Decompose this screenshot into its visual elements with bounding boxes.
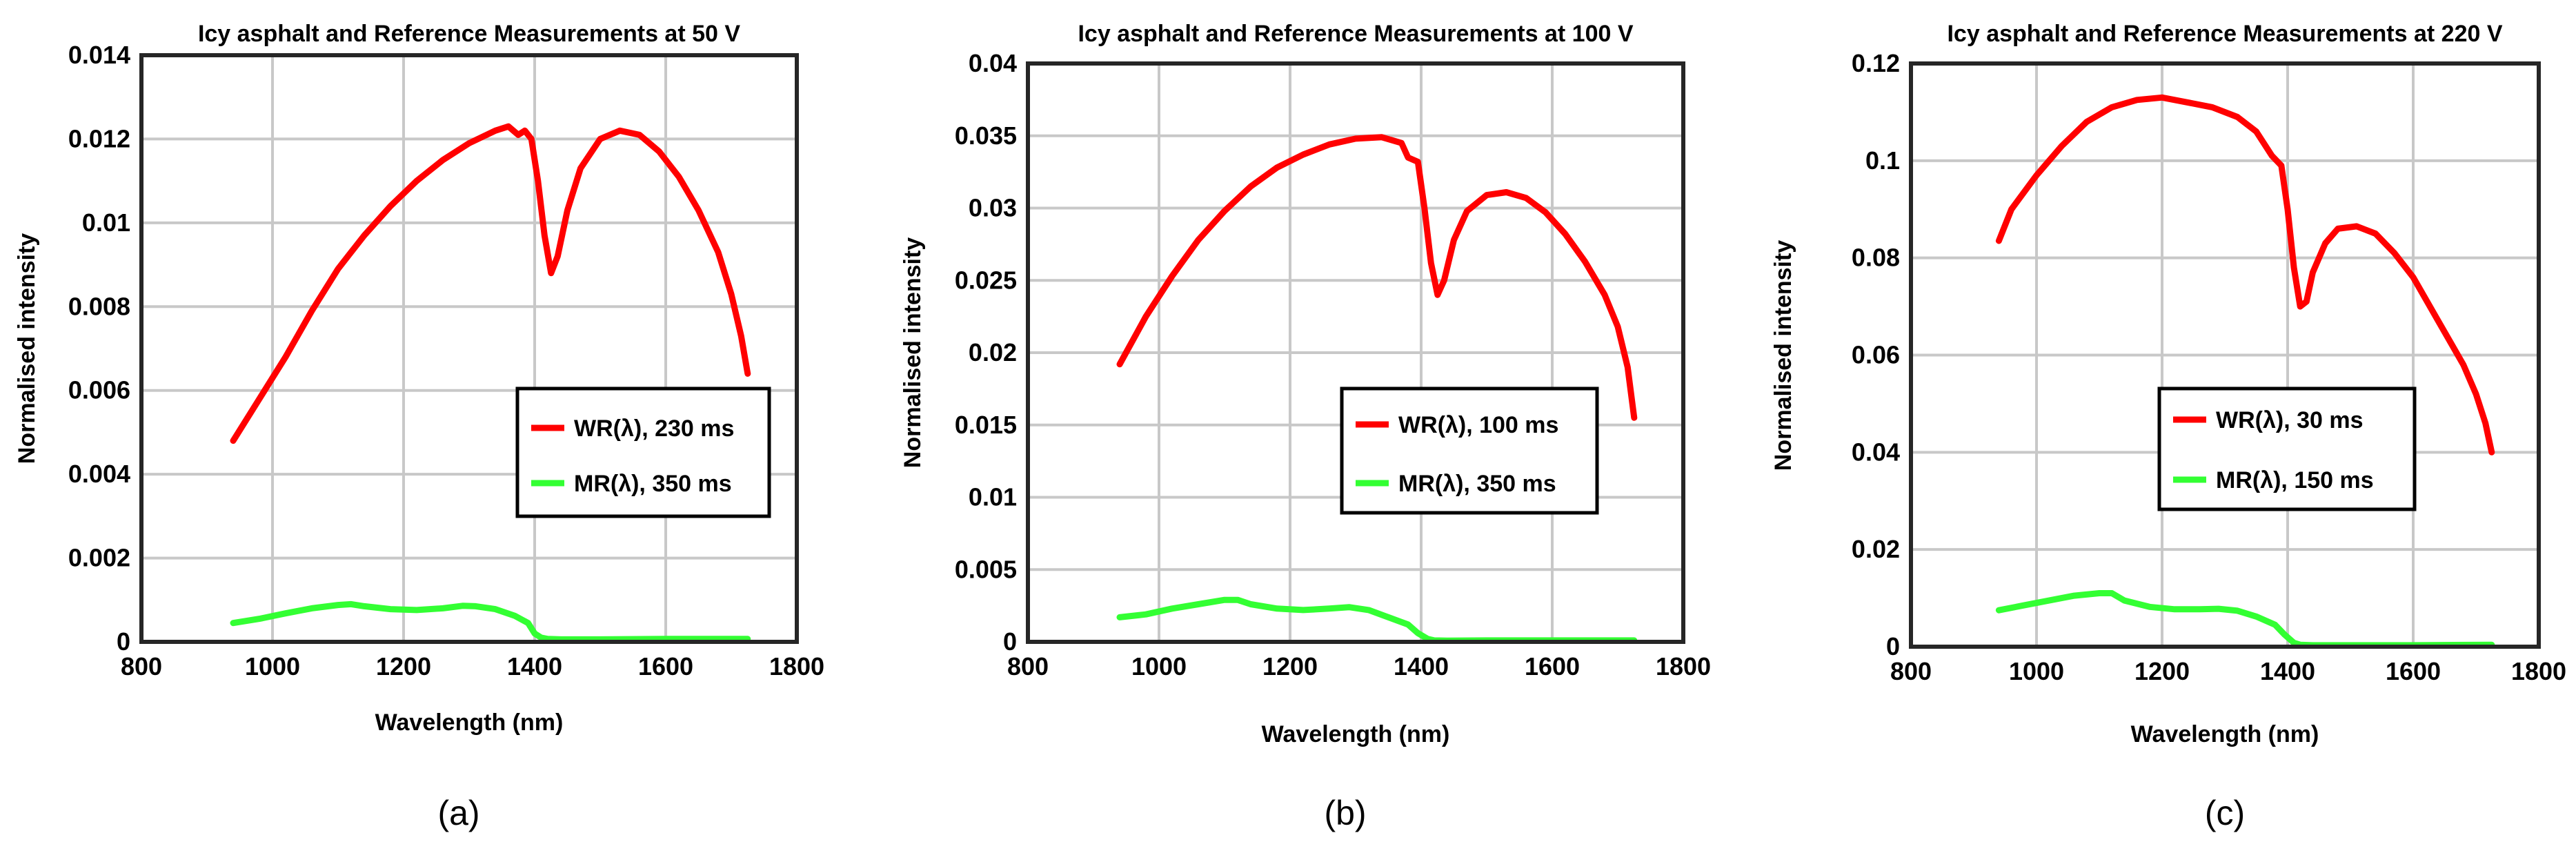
series-line-mr [1116, 596, 1638, 644]
chart-title: Icy asphalt and Reference Measurements a… [1947, 21, 2502, 47]
x-tick-label: 1600 [2386, 657, 2441, 685]
x-axis-label: Wavelength (nm) [2131, 721, 2319, 747]
plot-frame [1909, 61, 2541, 649]
x-tick-label: 1400 [507, 652, 562, 681]
legend-label-wr: WR(λ), 100 ms [1398, 412, 1558, 438]
x-tick-label: 1000 [245, 652, 300, 681]
y-tick-label: 0.002 [68, 544, 130, 572]
y-axis-label: Normalised intensity [1770, 240, 1796, 471]
x-tick-label: 1400 [1394, 652, 1449, 681]
panel-label: (b) [1324, 794, 1366, 832]
y-tick-label: 0.006 [68, 376, 130, 404]
y-tick-label: 0.01 [969, 483, 1017, 511]
legend-label-wr: WR(λ), 230 ms [574, 415, 734, 442]
legend-label-wr: WR(λ), 30 ms [2216, 407, 2364, 433]
y-axis-label: Normalised intensity [14, 233, 40, 464]
series-line-mr [230, 600, 751, 643]
x-tick-label: 1400 [2260, 657, 2315, 685]
legend: WR(λ), 100 ms MR(λ), 350 ms [1340, 386, 1599, 515]
y-tick-label: 0.004 [68, 460, 130, 488]
y-tick-label: 0.08 [1852, 244, 1900, 272]
y-axis-label: Normalised intensity [900, 237, 926, 469]
x-axis-label: Wavelength (nm) [1262, 721, 1450, 747]
x-tick-label: 800 [121, 652, 162, 681]
plot-frame [1026, 61, 1685, 644]
x-tick-label: 800 [1890, 657, 1932, 685]
y-tick-labels: 0 0.002 0.004 0.006 0.008 0.01 0.012 0.014 [68, 41, 130, 656]
y-tick-labels: 0 0.02 0.04 0.06 0.08 0.1 0.12 [1852, 49, 1900, 660]
series-line-wr [1995, 94, 2495, 456]
chart-panel-a: Icy asphalt and Reference Measurements a… [14, 21, 824, 832]
legend-box [2157, 386, 2417, 511]
x-tick-label: 1600 [1525, 652, 1580, 681]
x-tick-label: 1200 [2134, 657, 2190, 685]
y-tick-label: 0.01 [82, 208, 130, 237]
x-tick-label: 1000 [2009, 657, 2064, 685]
x-tick-label: 1800 [2511, 657, 2566, 685]
y-tick-label: 0.02 [969, 338, 1017, 366]
y-tick-label: 0.03 [969, 194, 1017, 222]
legend-box [515, 386, 771, 518]
y-tick-label: 0.04 [969, 49, 1017, 77]
x-tick-label: 1200 [1262, 652, 1318, 681]
x-axis-label: Wavelength (nm) [375, 709, 564, 736]
y-tick-labels: 0 0.005 0.01 0.015 0.02 0.025 0.03 0.035 0.04 [955, 49, 1017, 656]
y-tick-label: 0.012 [68, 124, 130, 153]
x-tick-labels: 800 1000 1200 1400 1600 1800 [1890, 657, 2566, 685]
chart-title: Icy asphalt and Reference Measurements a… [198, 21, 740, 47]
x-tick-label: 1200 [376, 652, 431, 681]
chart-panel-c: Icy asphalt and Reference Measurements a… [1770, 21, 2566, 832]
plot-frame [139, 53, 799, 644]
y-tick-label: 0.035 [955, 121, 1017, 150]
y-tick-label: 0.06 [1852, 341, 1900, 369]
y-tick-label: 0.005 [955, 555, 1017, 583]
chart-panel-b: Icy asphalt and Reference Measurements a… [900, 21, 1711, 832]
chart-title: Icy asphalt and Reference Measurements a… [1078, 21, 1633, 47]
legend: WR(λ), 30 ms MR(λ), 150 ms [2157, 386, 2417, 511]
y-tick-label: 0 [1886, 632, 1900, 660]
x-tick-label: 1800 [769, 652, 824, 681]
legend-label-mr: MR(λ), 150 ms [2216, 467, 2374, 493]
x-tick-label: 1800 [1656, 652, 1711, 681]
series-line-wr [1116, 134, 1638, 421]
series-layer [230, 123, 751, 643]
x-tick-label: 1000 [1131, 652, 1187, 681]
y-tick-label: 0.025 [955, 266, 1017, 294]
x-tick-label: 800 [1007, 652, 1049, 681]
x-tick-labels: 800 1000 1200 1400 1600 1800 [1007, 652, 1711, 681]
y-tick-label: 0.008 [68, 292, 130, 320]
series-layer [1995, 94, 2495, 649]
legend-label-mr: MR(λ), 350 ms [1398, 471, 1556, 497]
panel-label: (a) [437, 794, 479, 832]
y-tick-label: 0.02 [1852, 535, 1900, 563]
y-tick-label: 0 [1003, 627, 1017, 656]
x-tick-labels: 800 1000 1200 1400 1600 1800 [121, 652, 824, 681]
panel-label: (c) [2205, 794, 2245, 832]
y-tick-label: 0.1 [1865, 146, 1900, 175]
series-line-mr [1995, 590, 2495, 649]
y-tick-label: 0.04 [1852, 438, 1900, 466]
legend: WR(λ), 230 ms MR(λ), 350 ms [515, 386, 771, 518]
legend-box [1340, 386, 1599, 515]
y-tick-label: 0.12 [1852, 49, 1900, 77]
series-line-wr [230, 123, 751, 444]
legend-label-mr: MR(λ), 350 ms [574, 471, 732, 497]
grid-lines [1910, 62, 2540, 648]
y-tick-label: 0 [117, 627, 130, 656]
x-tick-label: 1600 [638, 652, 693, 681]
y-tick-label: 0.015 [955, 411, 1017, 439]
y-tick-label: 0.014 [68, 41, 130, 69]
